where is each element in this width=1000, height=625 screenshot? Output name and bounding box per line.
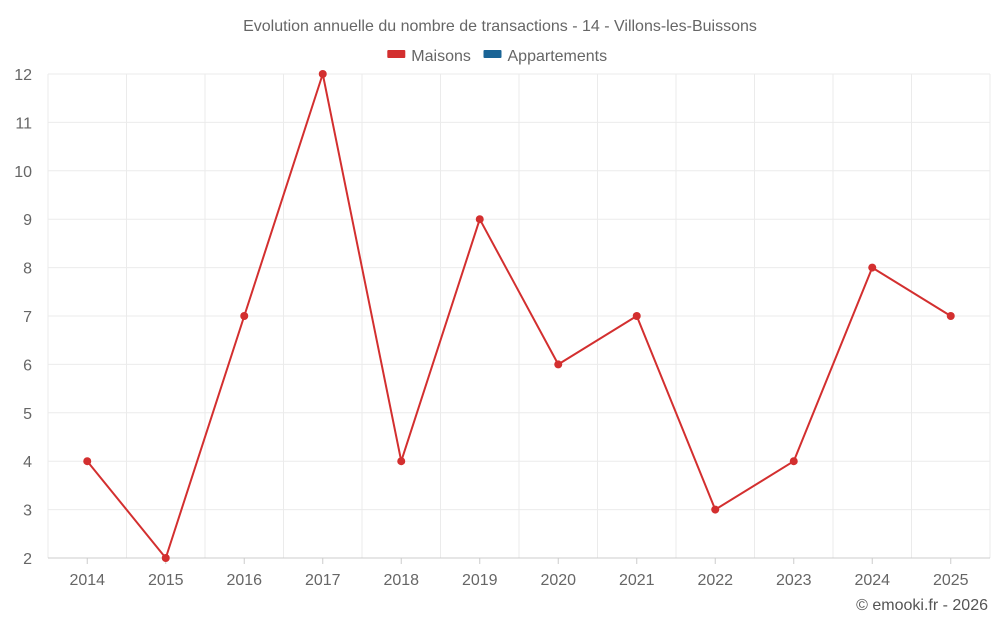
data-point[interactable] — [397, 457, 406, 466]
legend-item-maisons[interactable]: Maisons — [387, 48, 471, 65]
data-point[interactable] — [83, 457, 92, 466]
grid — [47, 73, 991, 559]
x-tick-label: 2024 — [854, 572, 890, 589]
data-point[interactable] — [475, 215, 484, 224]
y-tick-label: 12 — [14, 67, 32, 84]
x-tick-label: 2014 — [69, 572, 105, 589]
y-tick-label: 11 — [15, 115, 32, 132]
data-point[interactable] — [868, 263, 877, 272]
series-layer — [83, 70, 955, 562]
y-tick-label: 3 — [23, 503, 32, 520]
chart-title: Evolution annuelle du nombre de transact… — [243, 18, 757, 35]
data-point[interactable] — [946, 312, 955, 320]
x-tick-label: 2020 — [540, 572, 576, 589]
x-tick-label: 2015 — [148, 572, 184, 589]
y-tick-label: 6 — [23, 357, 32, 374]
x-tick-label: 2017 — [305, 572, 341, 589]
credit-text: © emooki.fr - 2026 — [856, 597, 988, 614]
x-tick-label: 2021 — [619, 572, 655, 589]
y-tick-label: 2 — [23, 551, 32, 568]
legend-swatch — [483, 50, 502, 58]
x-tick-label: 2018 — [383, 572, 419, 589]
x-tick-label: 2016 — [226, 572, 262, 589]
y-tick-label: 8 — [23, 261, 32, 278]
y-axis: 2 3 4 5 6 7 8 9 10 11 12 — [14, 67, 32, 568]
y-tick-label: 10 — [14, 164, 32, 181]
legend-label: Maisons — [411, 48, 471, 65]
x-tick-label: 2023 — [776, 572, 812, 589]
y-tick-label: 4 — [23, 454, 32, 471]
x-tick-label: 2025 — [933, 572, 969, 589]
y-tick-label: 5 — [23, 406, 32, 423]
legend: Maisons Appartements — [387, 48, 607, 65]
data-point[interactable] — [161, 554, 170, 562]
data-point[interactable] — [554, 360, 563, 369]
x-axis: 2014 2015 2016 2017 2018 2019 2020 2021 2022 2023… — [69, 558, 969, 589]
legend-label: Appartements — [508, 48, 608, 65]
x-tick-label: 2019 — [462, 572, 498, 589]
data-point[interactable] — [789, 457, 798, 466]
y-tick-label: 9 — [23, 212, 32, 229]
data-point[interactable] — [711, 505, 720, 514]
data-point[interactable] — [240, 312, 249, 320]
series-line-maisons — [86, 73, 952, 559]
data-point[interactable] — [632, 312, 641, 320]
legend-item-appartements[interactable]: Appartements — [483, 48, 608, 65]
legend-swatch — [387, 50, 406, 58]
data-point[interactable] — [318, 70, 327, 78]
x-tick-label: 2022 — [697, 572, 733, 589]
y-tick-label: 7 — [23, 309, 32, 326]
